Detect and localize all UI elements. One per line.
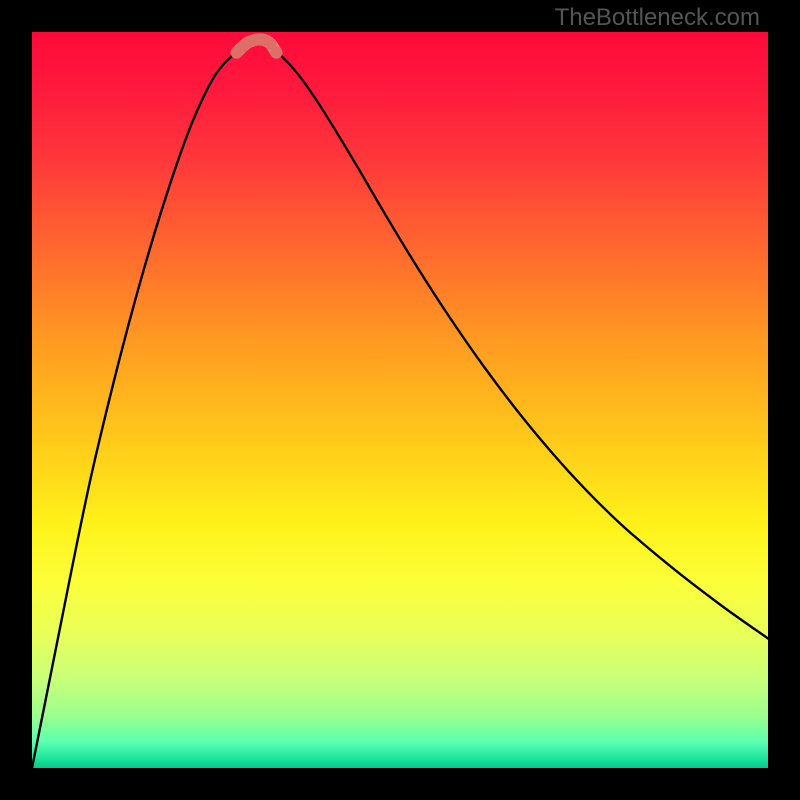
watermark-text: TheBottleneck.com [555, 4, 760, 32]
curve-right-branch [276, 53, 768, 639]
valley-dot [270, 47, 282, 59]
curve-left-branch [32, 53, 237, 768]
plot-area [32, 32, 768, 768]
chart-svg [32, 32, 768, 768]
